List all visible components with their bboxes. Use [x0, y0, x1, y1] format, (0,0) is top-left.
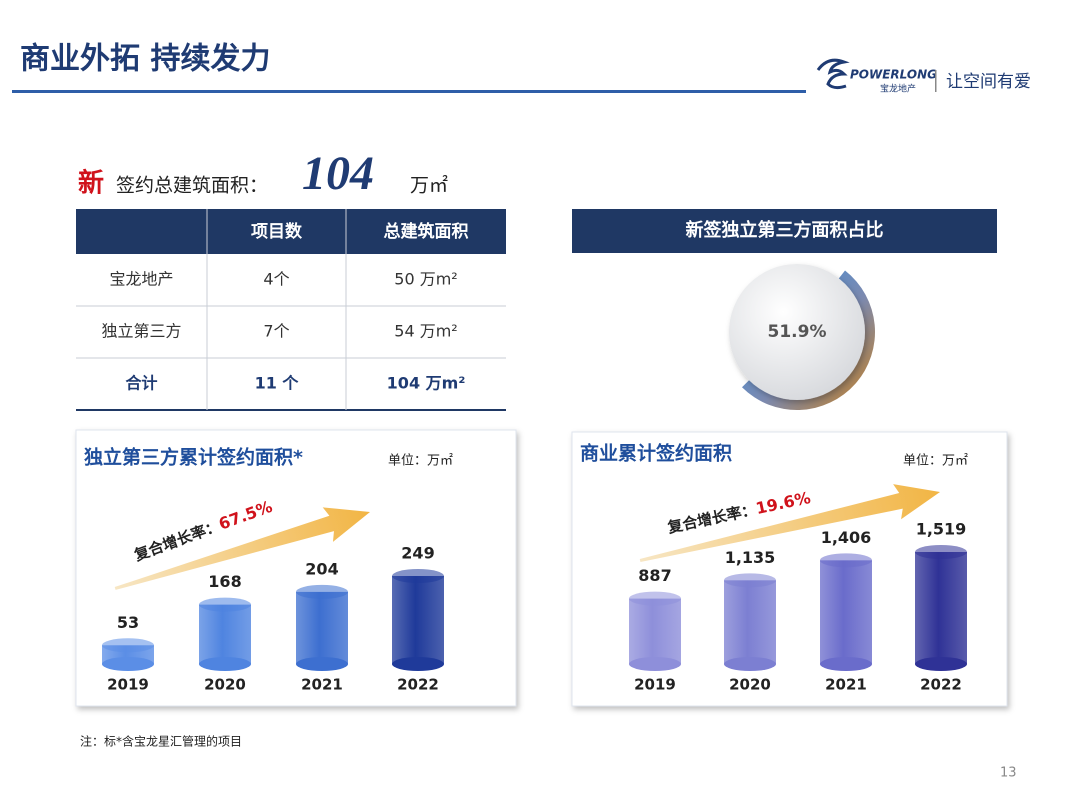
chart-title: 商业累计签约面积 — [580, 442, 732, 465]
donut-disc — [729, 264, 865, 400]
table-cell: 4个 — [263, 270, 289, 289]
headline-mark: 新 — [78, 168, 104, 199]
table-header-cell: 项目数 — [251, 221, 303, 242]
cylinder-top — [915, 545, 967, 559]
headline-unit: 万㎡ — [410, 174, 448, 197]
value-label: 249 — [401, 544, 434, 563]
bar — [629, 598, 681, 664]
bar — [724, 580, 776, 664]
x-tick-label: 2021 — [301, 676, 343, 694]
bar — [820, 560, 872, 664]
table-header — [76, 209, 506, 254]
bar — [915, 552, 967, 664]
cylinder-top — [629, 591, 681, 606]
cylinder-top — [724, 573, 776, 588]
chart-unit: 单位：万㎡ — [903, 454, 968, 469]
value-label: 1,135 — [725, 548, 776, 567]
value-label: 887 — [638, 566, 671, 585]
growth-arrow — [639, 484, 940, 562]
cylinder-top — [296, 584, 348, 599]
table-cell: 7个 — [263, 322, 289, 341]
table-header-cell: 总建筑面积 — [384, 221, 469, 242]
bar — [199, 604, 251, 664]
x-tick-label: 2020 — [729, 676, 771, 694]
bar — [392, 576, 444, 664]
table-cell: 宝龙地产 — [109, 270, 173, 289]
table-cell: 50 万m² — [394, 270, 457, 289]
value-label: 1,406 — [821, 528, 872, 547]
cylinder-top — [392, 569, 444, 583]
value-label: 204 — [305, 559, 338, 578]
footnote: 注：标*含宝龙星汇管理的项目 — [80, 734, 242, 749]
x-tick-label: 2020 — [204, 676, 246, 694]
growth-arrow-shape — [114, 507, 371, 590]
donut-title: 新签独立第三方面积占比 — [686, 219, 884, 241]
x-tick-label: 2021 — [825, 676, 867, 694]
chart-unit: 单位：万㎡ — [388, 454, 453, 469]
table-cell: 54 万m² — [394, 322, 457, 341]
table-cell: 合计 — [125, 374, 157, 393]
cylinder-top — [820, 553, 872, 568]
logo-cn: 宝龙地产 — [880, 83, 916, 95]
page-title: 商业外拓 持续发力 — [20, 42, 270, 77]
headline-value: 104 — [302, 147, 374, 200]
donut-label: 51.9% — [768, 322, 827, 342]
x-tick-label: 2022 — [920, 676, 962, 694]
logo-divider — [935, 70, 937, 92]
growth-arrow-shape — [639, 484, 940, 562]
x-tick-label: 2022 — [397, 676, 439, 694]
chart-title: 独立第三方累计签约面积* — [84, 446, 303, 469]
cylinder-top — [199, 597, 251, 612]
value-label: 1,519 — [916, 520, 967, 539]
value-label: 168 — [208, 572, 241, 591]
title-rule — [12, 90, 806, 93]
growth-arrow — [114, 507, 371, 590]
logo-mark — [816, 58, 850, 90]
bar — [296, 591, 348, 664]
logo-en: POWERLONG — [850, 68, 937, 82]
headline-label: 签约总建筑面积： — [116, 175, 268, 197]
cylinder-top — [102, 638, 154, 653]
donut-header — [572, 209, 997, 253]
table-cell: 104 万m² — [387, 374, 466, 393]
table-cell: 11 个 — [255, 374, 300, 393]
page-number: 13 — [1000, 766, 1017, 781]
table-cell: 独立第三方 — [101, 322, 181, 341]
x-tick-label: 2019 — [107, 676, 149, 694]
x-tick-label: 2019 — [634, 676, 676, 694]
value-label: 53 — [117, 613, 139, 632]
slogan: 让空间有爱 — [946, 72, 1031, 92]
